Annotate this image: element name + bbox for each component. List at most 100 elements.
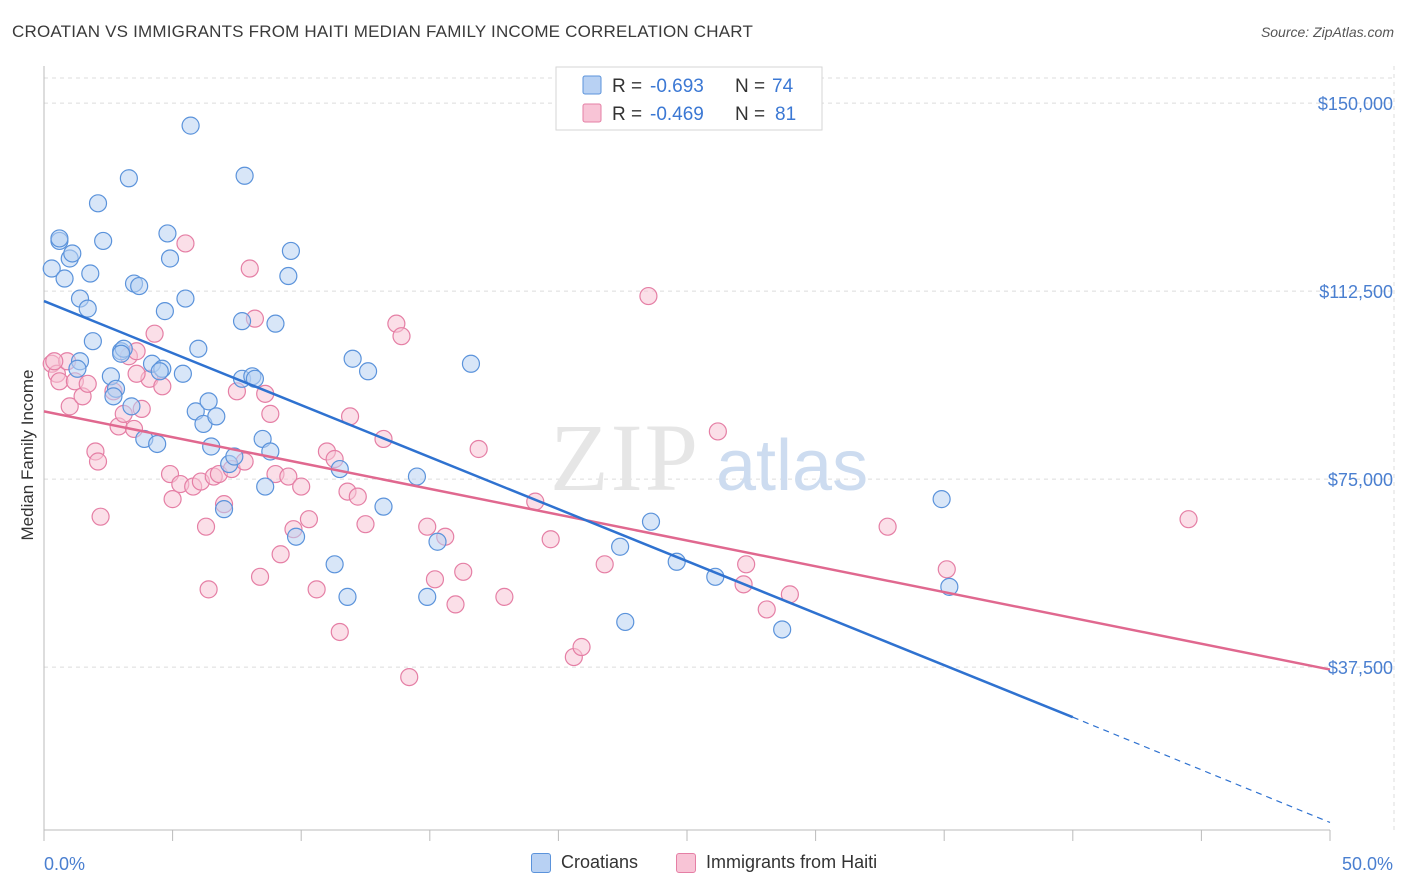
watermark-zip: ZIP — [550, 404, 700, 511]
point-haiti — [330, 622, 349, 642]
point-croatians — [279, 266, 298, 286]
point-haiti — [356, 515, 375, 534]
legend-item-croatians: Croatians — [531, 852, 638, 873]
point-haiti — [292, 477, 311, 496]
legend-swatch-haiti-bottom — [676, 852, 697, 873]
point-croatians — [281, 241, 301, 261]
x-tick-label: 0.0% — [44, 854, 85, 874]
y-tick-label: $150,000 — [1318, 94, 1393, 114]
point-croatians — [286, 527, 306, 546]
point-haiti — [469, 439, 488, 459]
series-legend: Croatians Immigrants from Haiti — [531, 852, 915, 873]
point-croatians — [461, 354, 481, 373]
point-croatians — [112, 344, 131, 363]
point-croatians — [148, 434, 167, 454]
legend-swatch-haiti — [582, 103, 602, 123]
correlation-legend: R = -0.693 N = 74 R = -0.469 N = 81 — [555, 66, 823, 131]
point-haiti — [454, 562, 473, 581]
point-croatians — [616, 612, 635, 632]
point-haiti — [446, 595, 465, 614]
point-haiti — [392, 327, 411, 346]
point-croatians — [325, 555, 344, 574]
point-croatians — [611, 537, 630, 556]
y-tick-label: $37,500 — [1328, 658, 1393, 678]
point-croatians — [155, 302, 174, 321]
point-croatians — [418, 587, 437, 606]
y-tick-label: $75,000 — [1328, 470, 1393, 490]
point-haiti — [261, 404, 280, 423]
point-haiti — [45, 352, 64, 371]
x-tick-label: 50.0% — [1342, 854, 1393, 874]
point-croatians — [207, 407, 226, 426]
point-haiti — [88, 452, 108, 471]
point-haiti — [60, 397, 79, 416]
legend-r-label-2: R = — [612, 104, 642, 125]
point-croatians — [160, 249, 180, 268]
legend-n-value-1: 74 — [772, 76, 794, 97]
legend-n-label-1: N = — [735, 76, 765, 97]
point-croatians — [338, 587, 357, 606]
point-haiti — [78, 374, 97, 393]
point-haiti — [400, 667, 419, 687]
trend-line-haiti — [43, 410, 1331, 671]
trend-line-croatians-extension — [1072, 716, 1331, 824]
point-haiti — [196, 517, 216, 536]
legend-swatch-croatians — [582, 75, 602, 95]
point-croatians — [122, 397, 141, 416]
point-haiti — [250, 567, 270, 586]
point-haiti — [199, 580, 218, 599]
tick-labels: $37,500 $75,000 $112,500 $150,000 0.0% 50.0% — [44, 94, 1393, 874]
point-croatians — [173, 364, 192, 383]
point-croatians — [358, 362, 378, 381]
legend-r-value-2: -0.469 — [650, 104, 704, 125]
y-axis-label: Median Family Income — [18, 369, 37, 540]
point-haiti — [418, 517, 437, 536]
legend-n-label-2: N = — [735, 104, 765, 125]
point-croatians — [50, 229, 69, 248]
point-croatians — [119, 169, 138, 188]
watermark-atlas: atlas — [716, 426, 868, 506]
point-croatians — [428, 532, 447, 551]
point-croatians — [407, 467, 427, 486]
point-croatians — [374, 497, 393, 516]
point-croatians — [773, 620, 792, 639]
legend-label-croatians: Croatians — [561, 852, 639, 872]
point-haiti — [639, 286, 658, 306]
point-haiti — [145, 324, 164, 343]
point-haiti — [425, 570, 445, 589]
point-haiti — [348, 487, 367, 506]
source-credit: Source: ZipAtlas.com — [1260, 24, 1394, 40]
legend-label-haiti: Immigrants from Haiti — [706, 852, 878, 872]
point-croatians — [83, 332, 102, 351]
legend-swatch-croatians-bottom — [531, 852, 551, 873]
point-croatians — [130, 276, 149, 296]
point-croatians — [214, 500, 234, 519]
point-croatians — [266, 314, 285, 333]
point-croatians — [42, 259, 61, 278]
point-haiti — [495, 587, 514, 606]
point-haiti — [737, 555, 756, 574]
point-haiti — [595, 555, 614, 574]
legend-n-value-2: 81 — [775, 104, 796, 125]
y-tick-label: $112,500 — [1319, 282, 1393, 302]
point-croatians — [94, 231, 113, 251]
point-croatians — [158, 224, 177, 243]
point-haiti — [937, 560, 956, 579]
point-haiti — [708, 422, 727, 441]
point-croatians — [78, 299, 97, 318]
legend-r-value-1: -0.693 — [650, 76, 704, 97]
trend-lines — [43, 299, 1331, 824]
point-croatians — [104, 387, 123, 406]
point-haiti — [127, 364, 146, 383]
trend-line-croatians — [43, 299, 1074, 719]
point-haiti — [299, 510, 319, 529]
point-croatians — [88, 194, 108, 213]
point-croatians — [181, 116, 200, 135]
point-haiti — [163, 490, 182, 509]
point-croatians — [68, 359, 87, 378]
axes — [43, 66, 1331, 841]
point-croatians — [55, 269, 74, 288]
point-croatians — [176, 289, 195, 308]
point-haiti — [271, 545, 290, 564]
